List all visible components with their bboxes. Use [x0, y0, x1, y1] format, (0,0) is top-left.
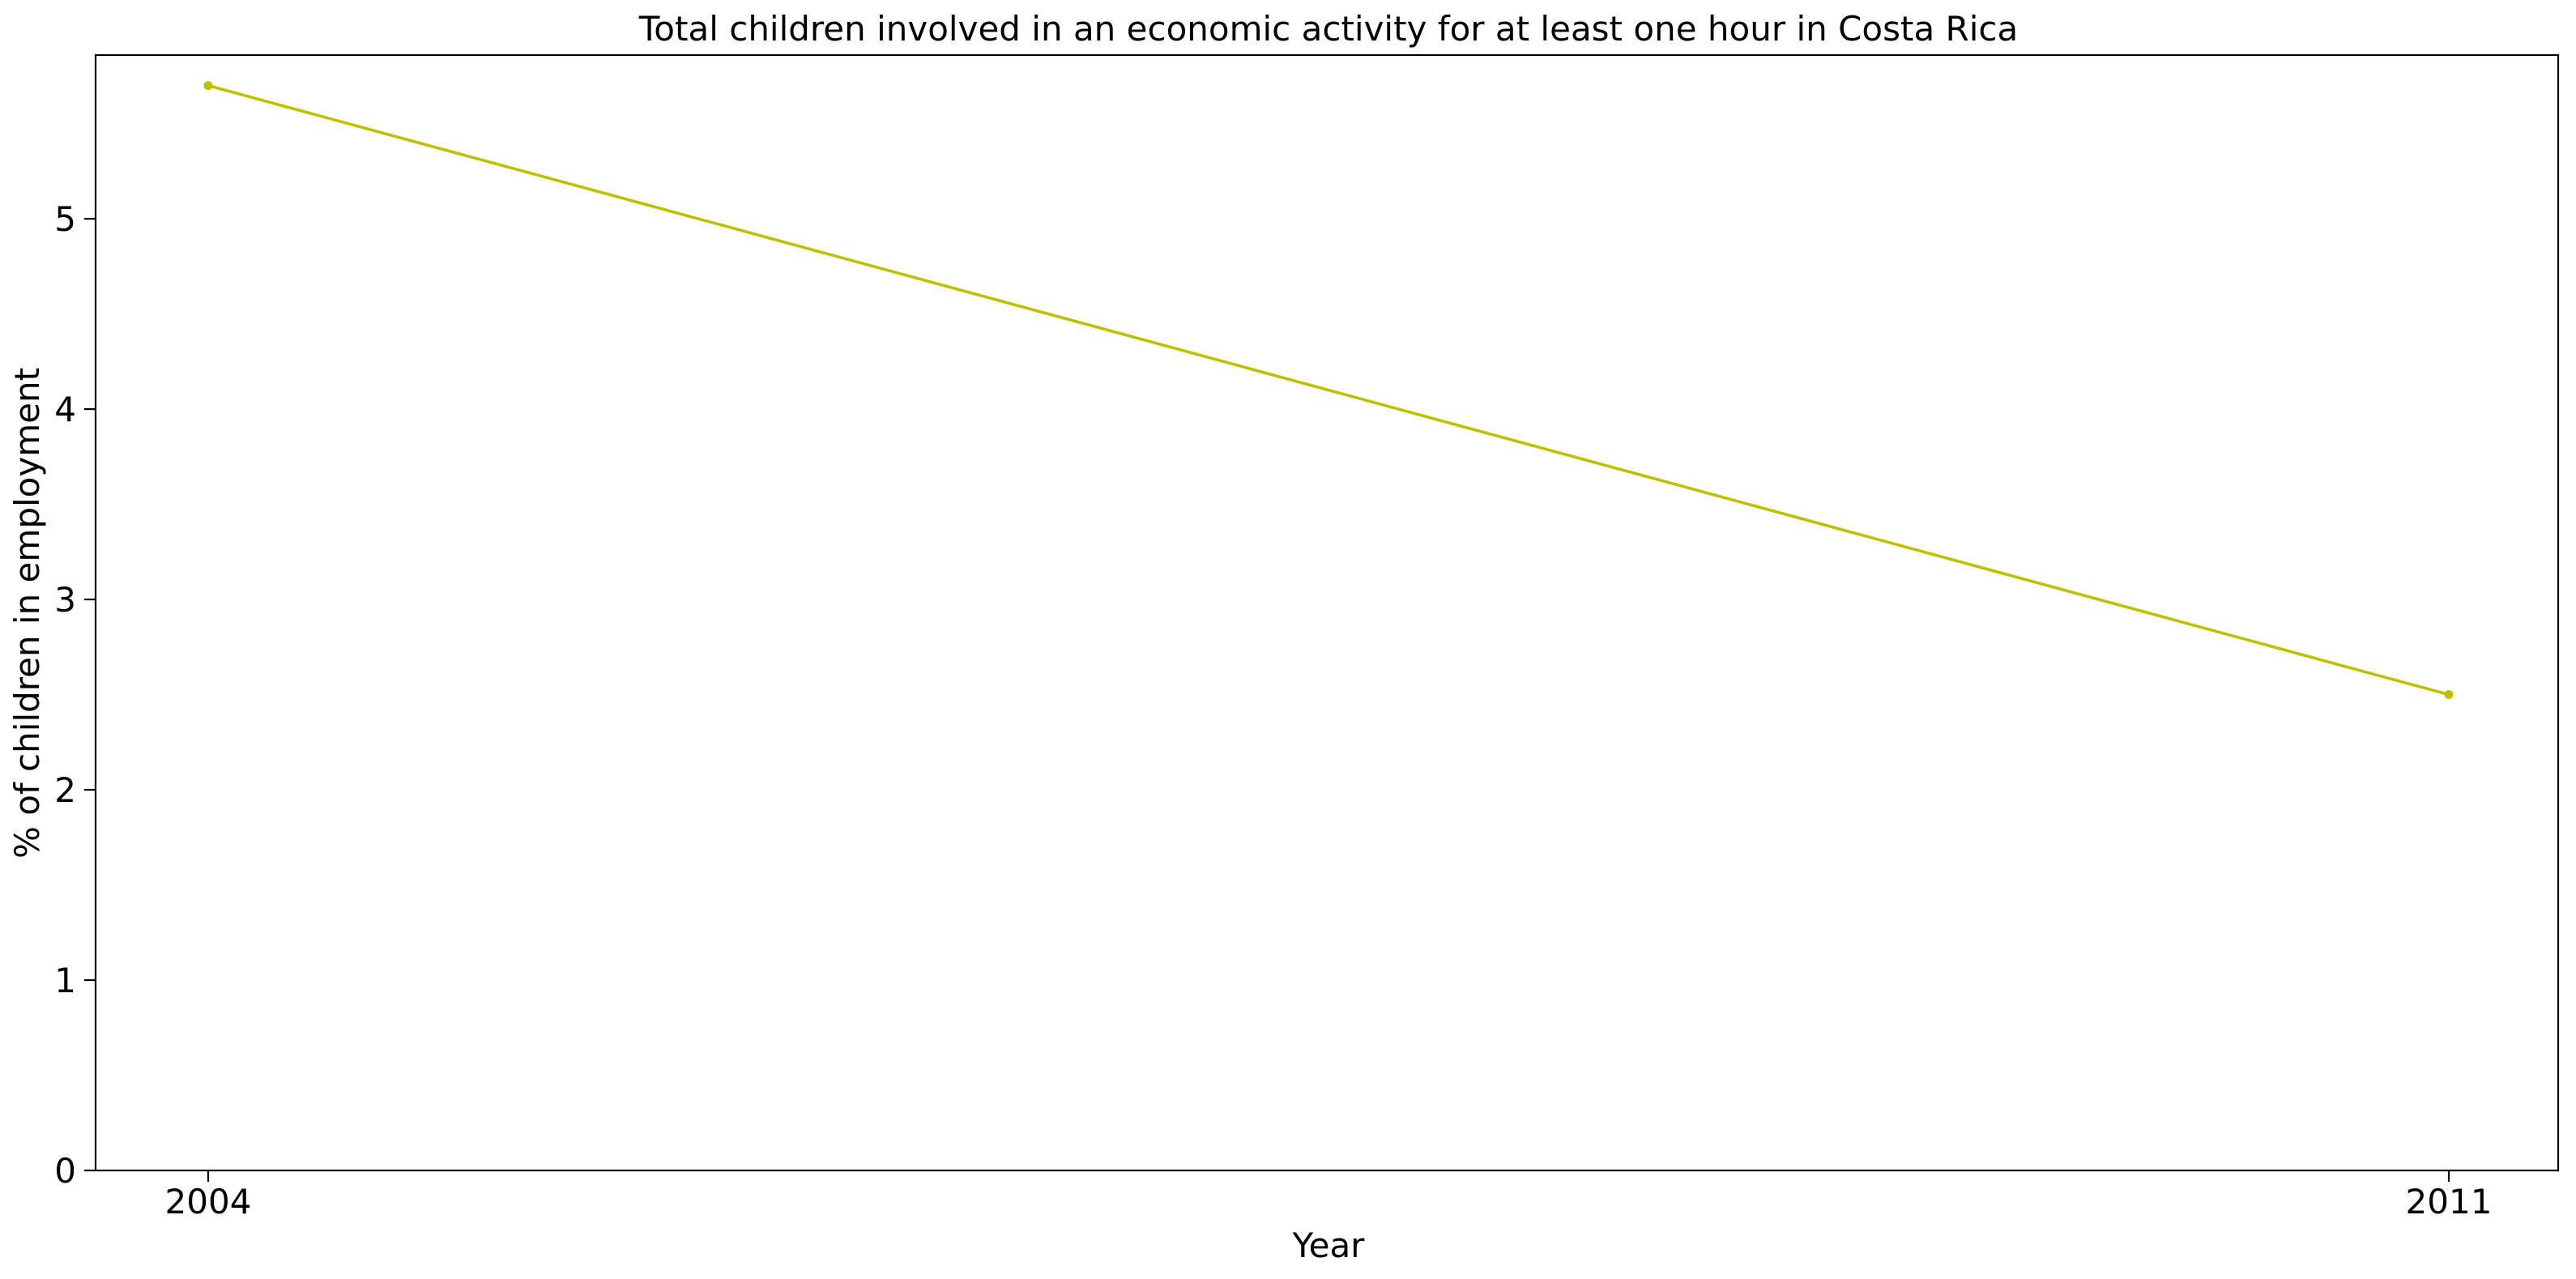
y-axis: 0 1 2 3 4 5: [54, 199, 96, 1191]
y-tick-label: 4: [54, 390, 76, 429]
y-tick-label: 2: [54, 770, 76, 810]
series-layer: [203, 81, 2454, 700]
x-tick-label: 2011: [2406, 1182, 2493, 1221]
y-tick-label: 1: [54, 961, 76, 1000]
y-tick-label: 3: [54, 580, 76, 620]
chart-title: Total children involved in an economic a…: [638, 9, 2018, 49]
plot-area-frame: [94, 53, 2560, 1172]
y-axis-label: % of children in employment: [7, 368, 47, 859]
x-tick-label: 2004: [165, 1182, 252, 1221]
series-line: [207, 83, 2450, 697]
y-tick-label: 5: [54, 199, 76, 239]
x-axis-label: Year: [1292, 1226, 1366, 1265]
data-point: [2444, 690, 2454, 700]
x-axis: 2004 2011: [165, 1170, 2493, 1221]
data-point: [203, 81, 213, 91]
y-tick-label: 0: [54, 1151, 76, 1191]
